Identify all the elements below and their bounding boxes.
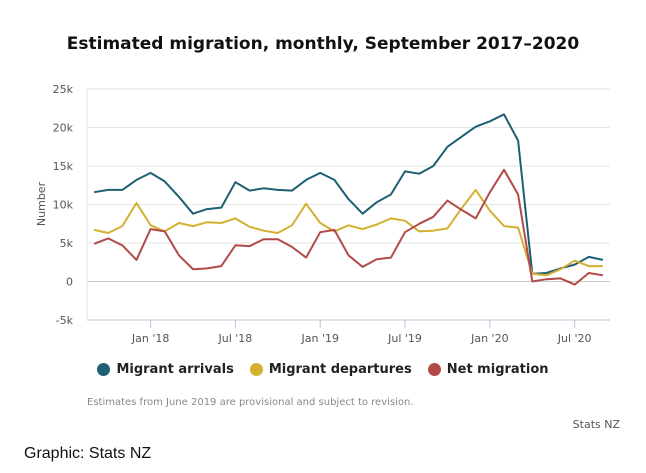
legend-marker-icon xyxy=(97,363,111,376)
legend-marker-icon xyxy=(427,363,441,376)
series-line-migrant-departures xyxy=(93,188,603,277)
y-tick-label: 25k xyxy=(53,83,74,96)
y-tick-label: 20k xyxy=(53,122,74,135)
legend-label: Migrant arrivals xyxy=(116,362,234,377)
legend-label: Migrant departures xyxy=(268,362,412,377)
series-line-migrant-arrivals xyxy=(93,113,604,275)
series-lines xyxy=(93,113,604,286)
x-axis-ticks: Jan '18 Jul '18 Jan '19 Jul '19 Jan '20 Jul '… xyxy=(131,320,592,345)
source-label: Stats NZ xyxy=(572,418,620,431)
graphic-credit: Graphic: Stats NZ xyxy=(24,445,152,462)
y-tick-label: 15k xyxy=(53,160,74,173)
chart-title: Estimated migration, monthly, September … xyxy=(66,34,580,54)
y-tick-label: -5k xyxy=(56,314,74,327)
gridlines xyxy=(86,88,610,321)
y-axis-label: Number xyxy=(35,181,48,226)
footnote: Estimates from June 2019 are provisional… xyxy=(87,397,414,408)
legend-item[interactable]: Migrant arrivals xyxy=(97,362,234,377)
y-tick-label: 10k xyxy=(53,199,74,212)
series-line-net-migration xyxy=(93,168,604,286)
x-tick-label: Jan '18 xyxy=(131,332,169,345)
y-axis-ticks: -5k 0 5k 10k 15k 20k 25k xyxy=(53,83,74,327)
x-tick-label: Jul '19 xyxy=(387,332,422,345)
legend-item[interactable]: Migrant departures xyxy=(249,362,412,377)
x-tick-label: Jan '19 xyxy=(300,332,338,345)
y-tick-label: 5k xyxy=(60,237,74,250)
legend-item[interactable]: Net migration xyxy=(427,362,549,377)
legend-label: Net migration xyxy=(446,362,549,377)
legend: Migrant arrivals Migrant departures Net mi… xyxy=(0,362,646,377)
x-tick-label: Jan '20 xyxy=(470,332,508,345)
x-tick-label: Jul '20 xyxy=(557,332,592,345)
y-tick-label: 0 xyxy=(66,276,73,289)
x-tick-label: Jul '18 xyxy=(218,332,253,345)
legend-marker-icon xyxy=(249,363,263,376)
